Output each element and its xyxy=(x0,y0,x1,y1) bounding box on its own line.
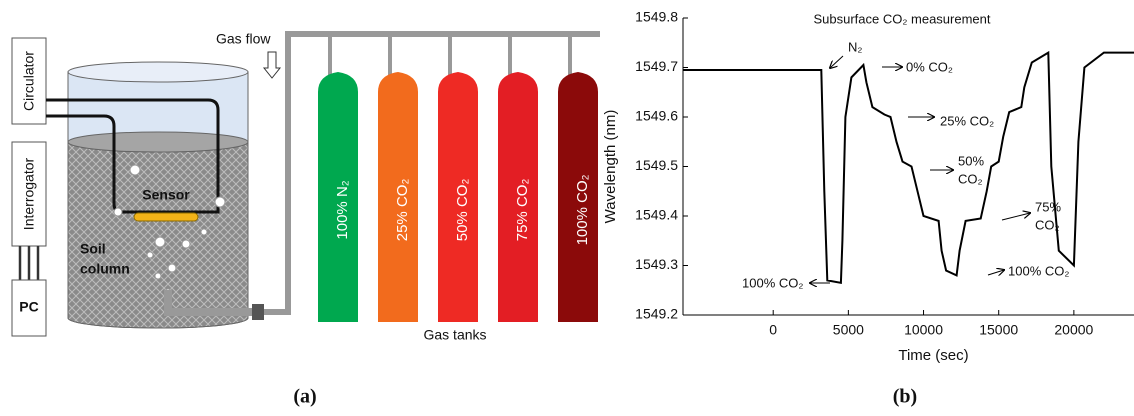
soil xyxy=(67,141,249,329)
line xyxy=(683,50,1134,284)
circulator-label: Circulator xyxy=(21,51,37,111)
x-tick-label: 10000 xyxy=(904,322,943,338)
annotation-arrow xyxy=(987,270,1004,275)
gas-flow-label: Gas flow xyxy=(216,31,271,47)
annotation: 25% CO₂ xyxy=(940,113,994,128)
y-tick-label: 1549.2 xyxy=(635,306,678,322)
tank-label: 75% CO₂ xyxy=(514,179,531,242)
y-tick-label: 1549.6 xyxy=(635,108,678,124)
annotation: 50% xyxy=(958,153,984,168)
cables xyxy=(18,246,40,280)
gas-tanks-label: Gas tanks xyxy=(423,327,486,343)
annotation: 100% CO₂ xyxy=(742,275,803,290)
x-axis-label: Time (sec) xyxy=(898,347,968,364)
interrogator-label: Interrogator xyxy=(21,157,37,230)
y-tick-label: 1549.7 xyxy=(635,58,678,74)
sensor-label: Sensor xyxy=(142,187,190,203)
sensor xyxy=(133,212,199,222)
annotation: CO₂ xyxy=(958,171,983,186)
x-tick-label: 20000 xyxy=(1054,322,1093,338)
annotation: 75% xyxy=(1035,199,1061,214)
tank-label: 50% CO₂ xyxy=(454,179,471,242)
gas-pipe xyxy=(264,31,600,315)
y-tick-label: 1549.3 xyxy=(635,256,678,272)
interrogator-box xyxy=(11,141,47,247)
pc-box xyxy=(11,279,47,337)
x-tick-label: 15000 xyxy=(979,322,1018,338)
x-tick-label: 0 xyxy=(769,322,777,338)
annotation: CO₂ xyxy=(1035,217,1060,232)
caption: (a) xyxy=(293,386,316,408)
x-tick-label: 5000 xyxy=(833,322,864,338)
y-axis-label: Wavelength (nm) xyxy=(602,110,619,224)
y-tick-label: 1549.5 xyxy=(635,157,678,173)
tank-label: 100% N₂ xyxy=(334,180,351,239)
circulator-box xyxy=(11,37,47,125)
y-tick-label: 1549.4 xyxy=(635,207,678,223)
diagram: Circulator Interrogator PC Sensor Soil c… xyxy=(11,31,600,343)
tanks xyxy=(318,34,598,322)
chart: 1549.2 1549.3 1549.4 1549.5 1549.6 1549.7 1549… xyxy=(602,9,1134,364)
soil-label: column xyxy=(80,261,130,277)
annotation-arrow xyxy=(1001,213,1030,221)
y-tick-label: 1549.8 xyxy=(635,9,678,25)
annotation-arrow xyxy=(830,55,844,68)
caption: (b) xyxy=(893,386,917,408)
annotation: 0% CO₂ xyxy=(906,59,953,74)
annotation: N₂ xyxy=(848,39,862,54)
annotation: 100% CO₂ xyxy=(1008,263,1069,278)
tank-label: 100% CO₂ xyxy=(574,174,591,245)
tank-label: 25% CO₂ xyxy=(394,179,411,242)
soil-label: Soil xyxy=(80,241,106,257)
pc-label: PC xyxy=(19,299,38,315)
chart-title: Subsurface CO₂ measurement xyxy=(813,11,990,26)
